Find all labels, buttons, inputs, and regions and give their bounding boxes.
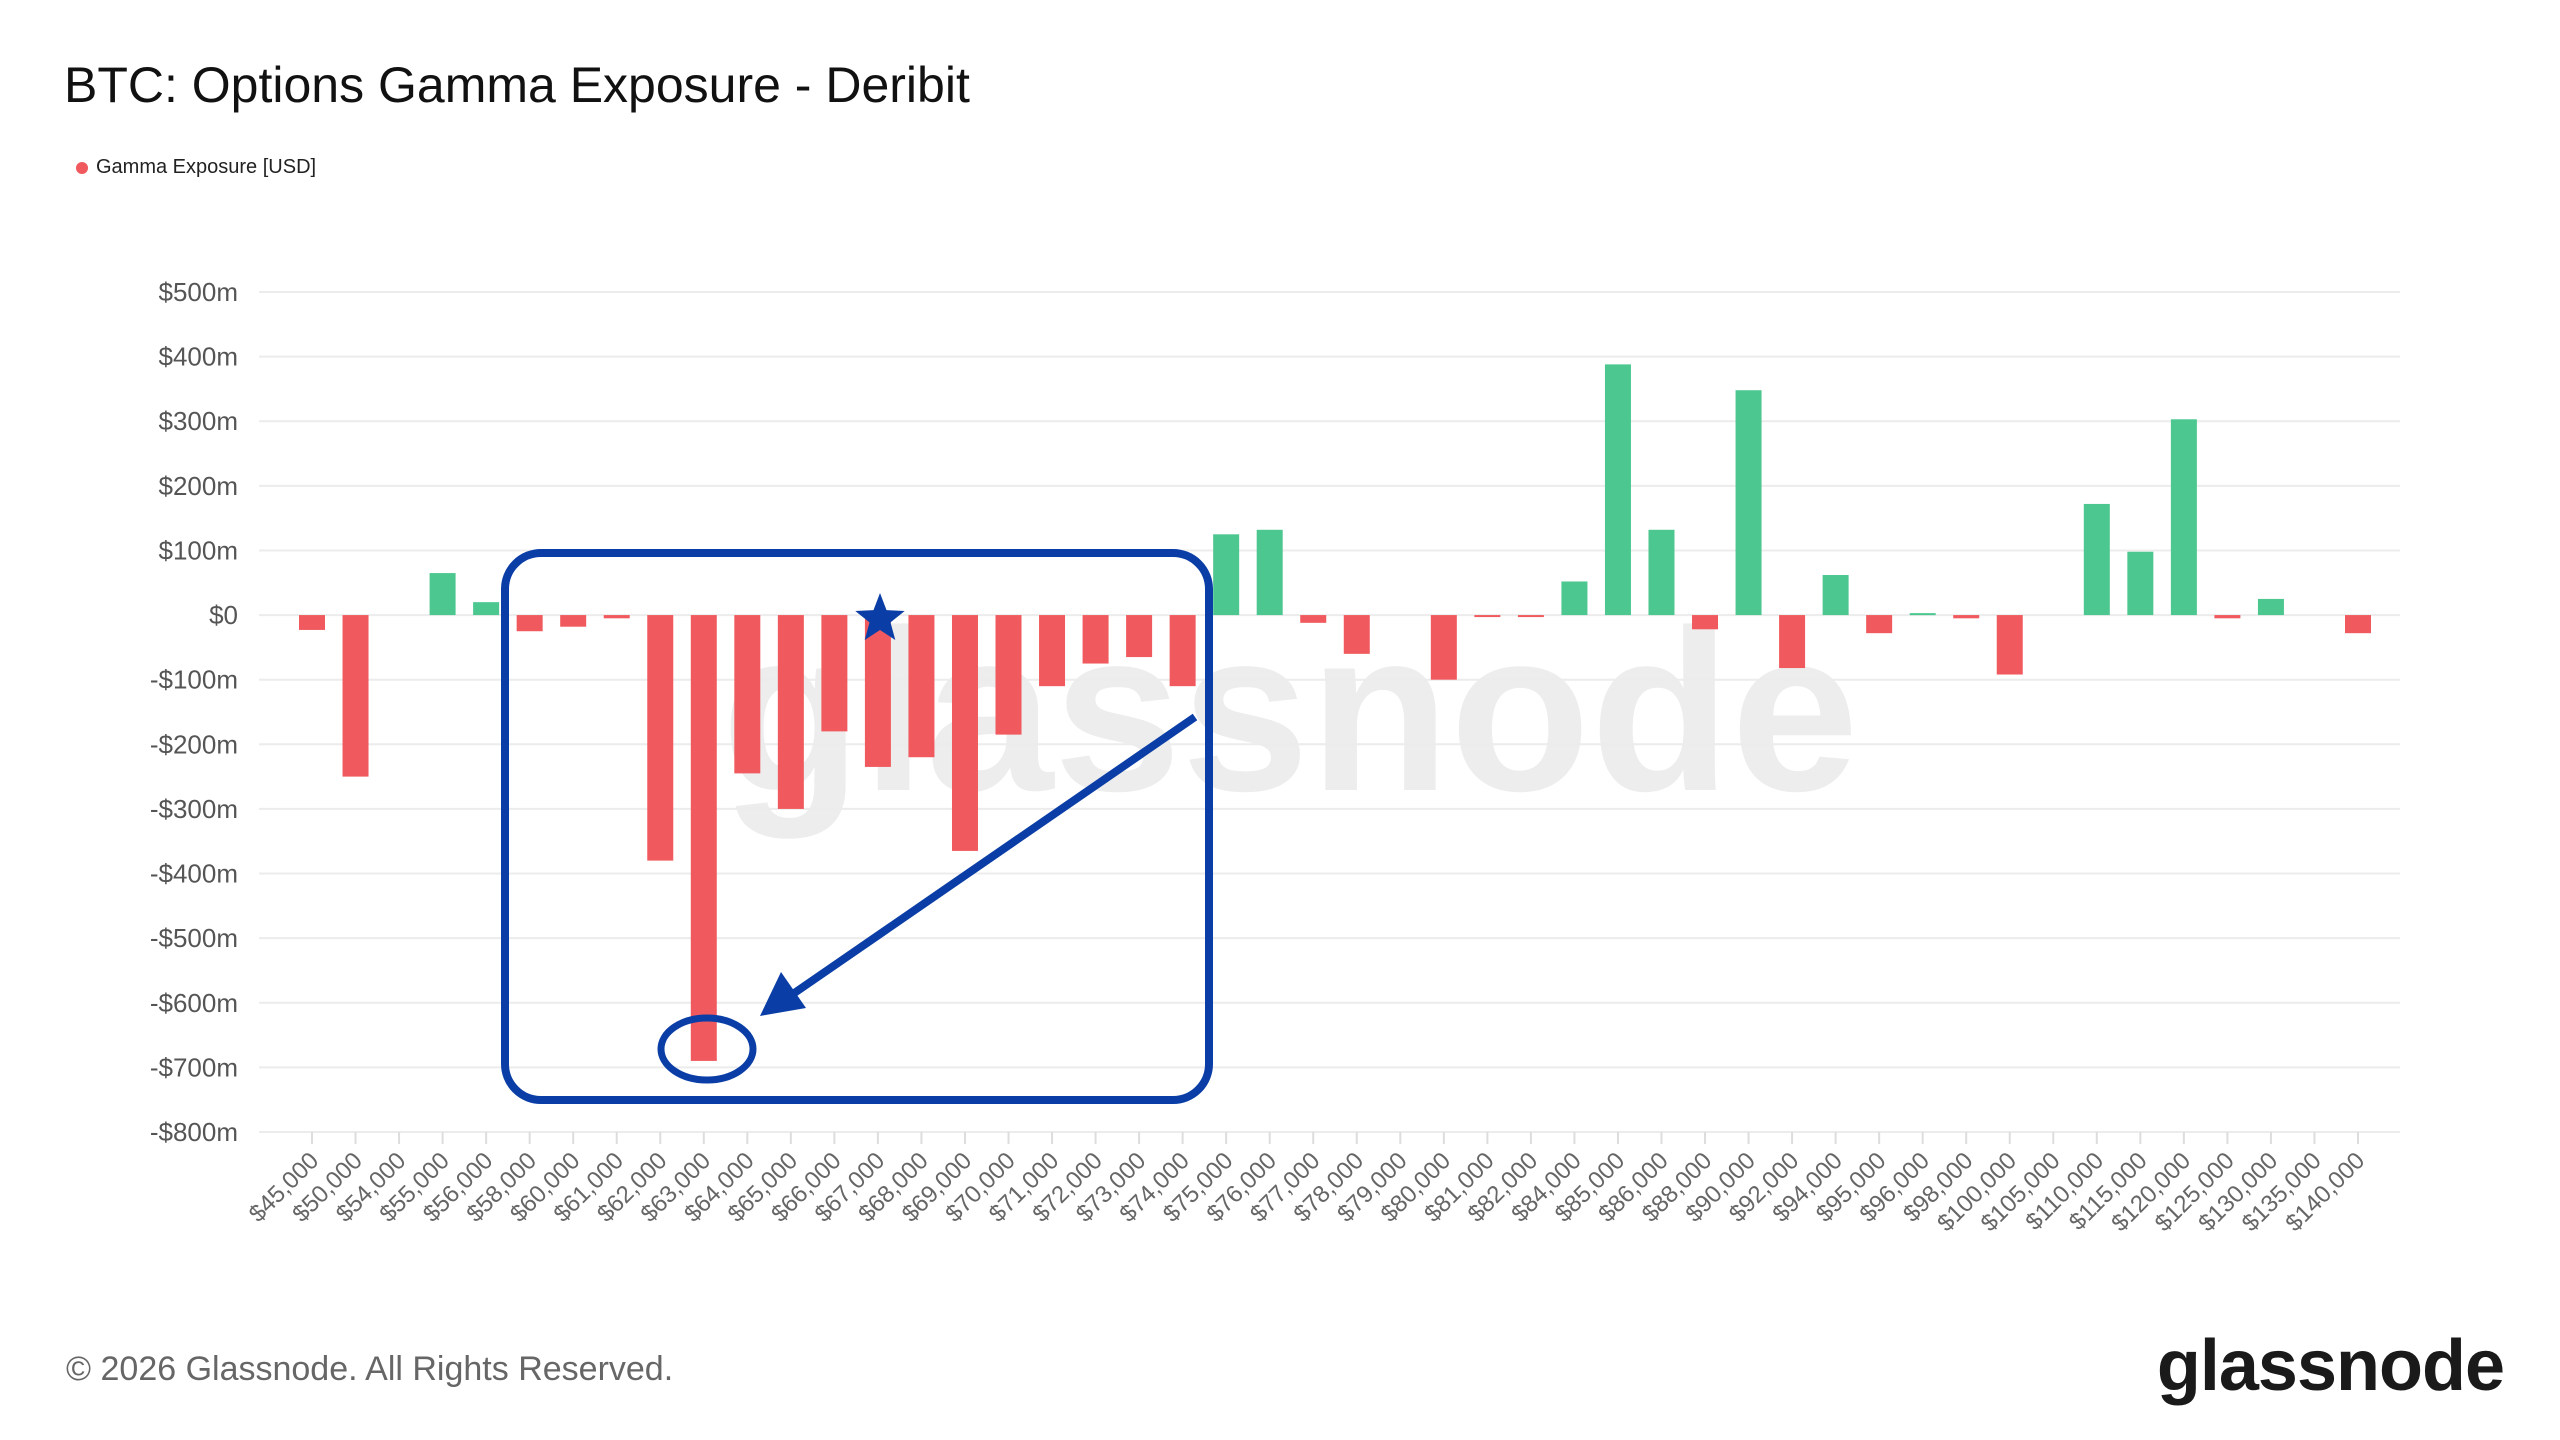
bar — [951, 615, 978, 851]
bar — [1082, 615, 1109, 664]
annotation-circle — [657, 1014, 757, 1084]
bar — [1692, 615, 1719, 630]
bar — [1517, 615, 1544, 618]
bar — [647, 615, 674, 861]
y-tick-label: $0 — [209, 600, 238, 630]
annotation-box — [501, 549, 1213, 1104]
bar — [1648, 529, 1675, 616]
y-tick-label: $400m — [159, 342, 239, 372]
bar — [864, 615, 891, 767]
y-tick-label: $500m — [159, 277, 239, 307]
legend[interactable]: Gamma Exposure [USD] — [76, 156, 316, 179]
y-tick-label: $100m — [159, 535, 239, 565]
bar — [821, 615, 848, 732]
bar — [1779, 615, 1806, 669]
y-tick-label: -$500m — [150, 923, 238, 953]
bar — [1169, 615, 1196, 687]
star-icon — [855, 593, 905, 640]
annotation-arrow-head — [760, 972, 806, 1016]
bar — [1996, 615, 2023, 675]
y-tick-label: -$400m — [150, 859, 238, 889]
bar — [1604, 364, 1631, 616]
bar — [1256, 529, 1283, 616]
bar — [342, 615, 369, 777]
bar — [1126, 615, 1153, 658]
bar — [1909, 613, 1936, 616]
bar — [1300, 615, 1327, 623]
bar — [1430, 615, 1457, 680]
bar — [690, 615, 717, 1061]
annotation-arrow-line — [787, 713, 1198, 1000]
y-tick-label: -$200m — [150, 729, 238, 759]
bar — [1953, 615, 1980, 619]
y-tick-label: -$800m — [150, 1117, 238, 1147]
copyright: © 2026 Glassnode. All Rights Reserved. — [66, 1350, 674, 1388]
bar — [1474, 615, 1501, 618]
y-tick-label: -$600m — [150, 988, 238, 1018]
bar — [995, 615, 1022, 735]
y-tick-label: -$700m — [150, 1052, 238, 1082]
bar — [2127, 551, 2154, 616]
bar — [2214, 615, 2241, 619]
bar — [777, 615, 804, 809]
bar — [2170, 419, 2197, 616]
bar — [2257, 598, 2284, 616]
bar — [734, 615, 761, 774]
bar — [1866, 615, 1893, 634]
bar — [603, 615, 630, 619]
bar — [429, 573, 456, 616]
legend-label: Gamma Exposure [USD] — [96, 156, 317, 178]
glassnode-logo: glassnode — [2156, 1326, 2505, 1406]
bar — [1822, 575, 1849, 616]
bar — [1343, 615, 1370, 654]
bar — [2083, 503, 2110, 616]
y-tick-label: $300m — [159, 406, 239, 436]
bar — [2345, 615, 2371, 634]
bar — [1039, 615, 1066, 687]
bar — [1213, 534, 1240, 616]
y-tick-label: -$300m — [150, 794, 238, 824]
legend-dot — [76, 161, 88, 174]
bar — [1735, 390, 1762, 616]
bar — [473, 602, 500, 616]
y-tick-label: $200m — [159, 471, 239, 501]
bar — [299, 615, 325, 630]
bar — [560, 615, 587, 627]
bar — [516, 615, 543, 632]
chart-title: BTC: Options Gamma Exposure - Deribit — [64, 57, 970, 113]
y-tick-label: -$100m — [150, 665, 238, 695]
bar — [1561, 581, 1588, 616]
bar — [908, 615, 935, 758]
